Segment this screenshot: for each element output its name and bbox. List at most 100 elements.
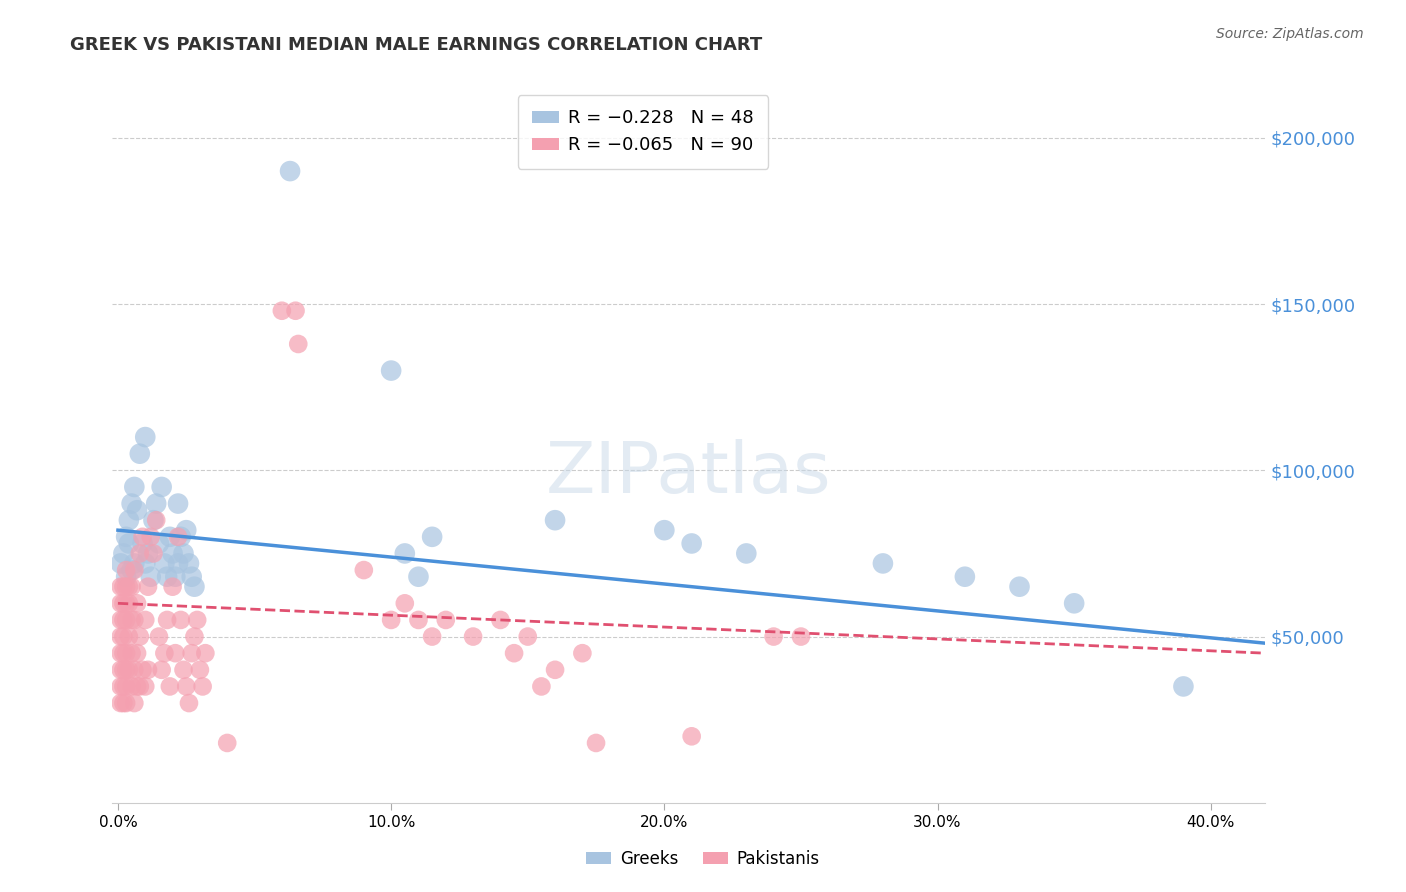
Point [183,580,205,594]
Point [115,530,138,544]
Point [145,497,167,511]
Point [125,503,148,517]
Point [110,557,132,571]
Point [156,570,179,584]
Point [188,663,211,677]
Point [128,680,150,694]
Point [530,680,553,694]
Point [153,557,176,571]
Point [115,563,138,577]
Point [186,613,208,627]
Point [394,546,416,560]
Point [121,563,143,577]
Point [110,680,132,694]
Point [170,613,193,627]
Point [112,546,135,560]
Point [420,630,443,644]
Point [461,630,484,644]
Point [153,646,176,660]
Point [284,303,307,318]
Point [110,646,132,660]
Point [167,497,190,511]
Point [125,646,148,660]
Point [142,546,165,560]
Point [110,596,132,610]
Point [165,646,187,660]
Point [162,580,184,594]
Point [183,630,205,644]
Point [134,613,156,627]
Point [115,580,138,594]
Point [115,663,138,677]
Point [112,580,135,594]
Point [128,447,150,461]
Point [167,557,190,571]
Point [585,736,607,750]
Point [121,580,143,594]
Point [110,613,132,627]
Point [125,680,148,694]
Point [544,663,567,677]
Point [872,557,894,571]
Point [681,729,703,743]
Point [118,630,141,644]
Point [194,646,217,660]
Point [112,646,135,660]
Point [124,613,146,627]
Point [118,596,141,610]
Point [115,596,138,610]
Point [136,546,159,560]
Point [131,530,153,544]
Point [139,570,162,584]
Point [180,646,202,660]
Point [110,630,132,644]
Point [167,530,190,544]
Point [174,523,197,537]
Point [156,613,179,627]
Point [118,513,141,527]
Point [681,536,703,550]
Point [394,596,416,610]
Point [353,563,375,577]
Point [180,570,202,584]
Text: ZIPatlas: ZIPatlas [546,439,832,508]
Point [270,303,292,318]
Point [571,646,593,660]
Point [118,536,141,550]
Point [139,530,162,544]
Point [110,696,132,710]
Point [278,164,301,178]
Point [148,536,170,550]
Point [177,696,200,710]
Point [112,613,135,627]
Point [112,696,135,710]
Point [136,580,159,594]
Point [128,630,150,644]
Point [121,680,143,694]
Point [173,546,195,560]
Point [115,613,138,627]
Point [115,570,138,584]
Point [112,630,135,644]
Point [142,513,165,527]
Point [121,613,143,627]
Point [489,613,512,627]
Point [128,546,150,560]
Point [125,596,148,610]
Point [159,530,181,544]
Point [420,530,443,544]
Point [134,557,156,571]
Point [115,696,138,710]
Point [148,630,170,644]
Text: GREEK VS PAKISTANI MEDIAN MALE EARNINGS CORRELATION CHART: GREEK VS PAKISTANI MEDIAN MALE EARNINGS … [70,36,762,54]
Point [115,680,138,694]
Point [191,680,214,694]
Point [408,613,430,627]
Point [124,696,146,710]
Point [165,570,187,584]
Point [544,513,567,527]
Point [1063,596,1085,610]
Point [110,663,132,677]
Point [735,546,758,560]
Point [136,663,159,677]
